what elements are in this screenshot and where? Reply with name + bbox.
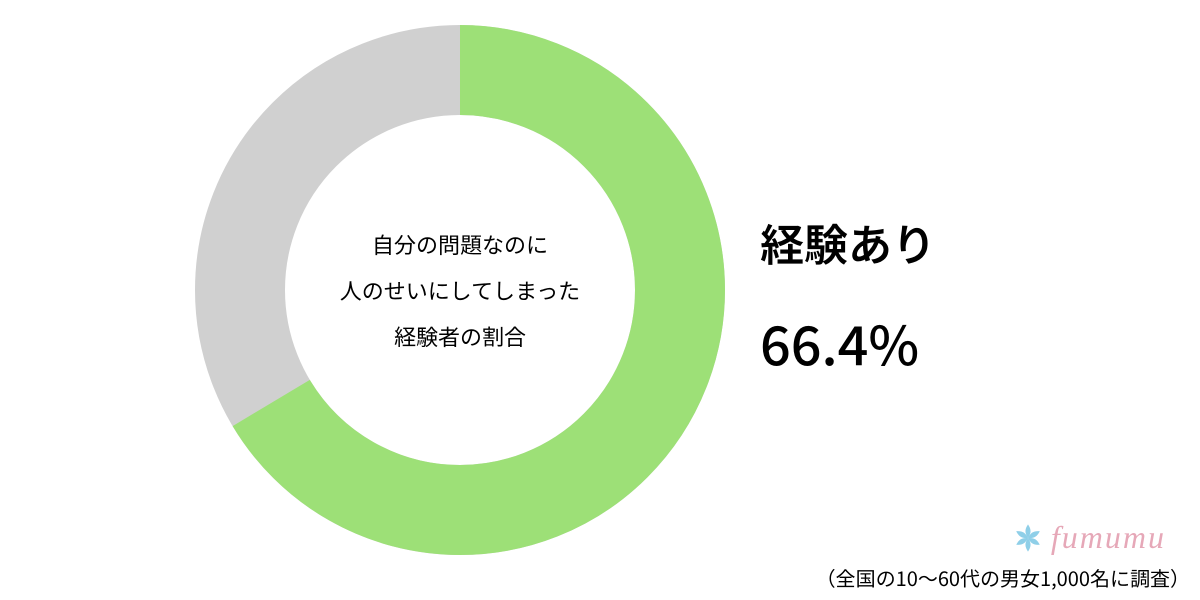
survey-footnote: （全国の10〜60代の男女1,000名に調査） [816, 563, 1190, 592]
result-label: 経験あり [760, 210, 936, 274]
center-line-1: 自分の問題なのに [372, 228, 548, 260]
donut-chart: 自分の問題なのに 人のせいにしてしまった 経験者の割合 [190, 20, 730, 560]
result-value: 66.4% [760, 302, 936, 381]
brand-logo: fumumu [1011, 519, 1166, 556]
center-line-3: 経験者の割合 [394, 320, 526, 352]
donut-center-text: 自分の問題なのに 人のせいにしてしまった 経験者の割合 [190, 20, 730, 560]
result-block: 経験あり 66.4% [760, 210, 936, 381]
center-line-2: 人のせいにしてしまった [340, 274, 580, 306]
flower-petals [1015, 524, 1041, 551]
flower-icon [1011, 521, 1045, 555]
brand-logo-text: fumumu [1051, 519, 1166, 556]
